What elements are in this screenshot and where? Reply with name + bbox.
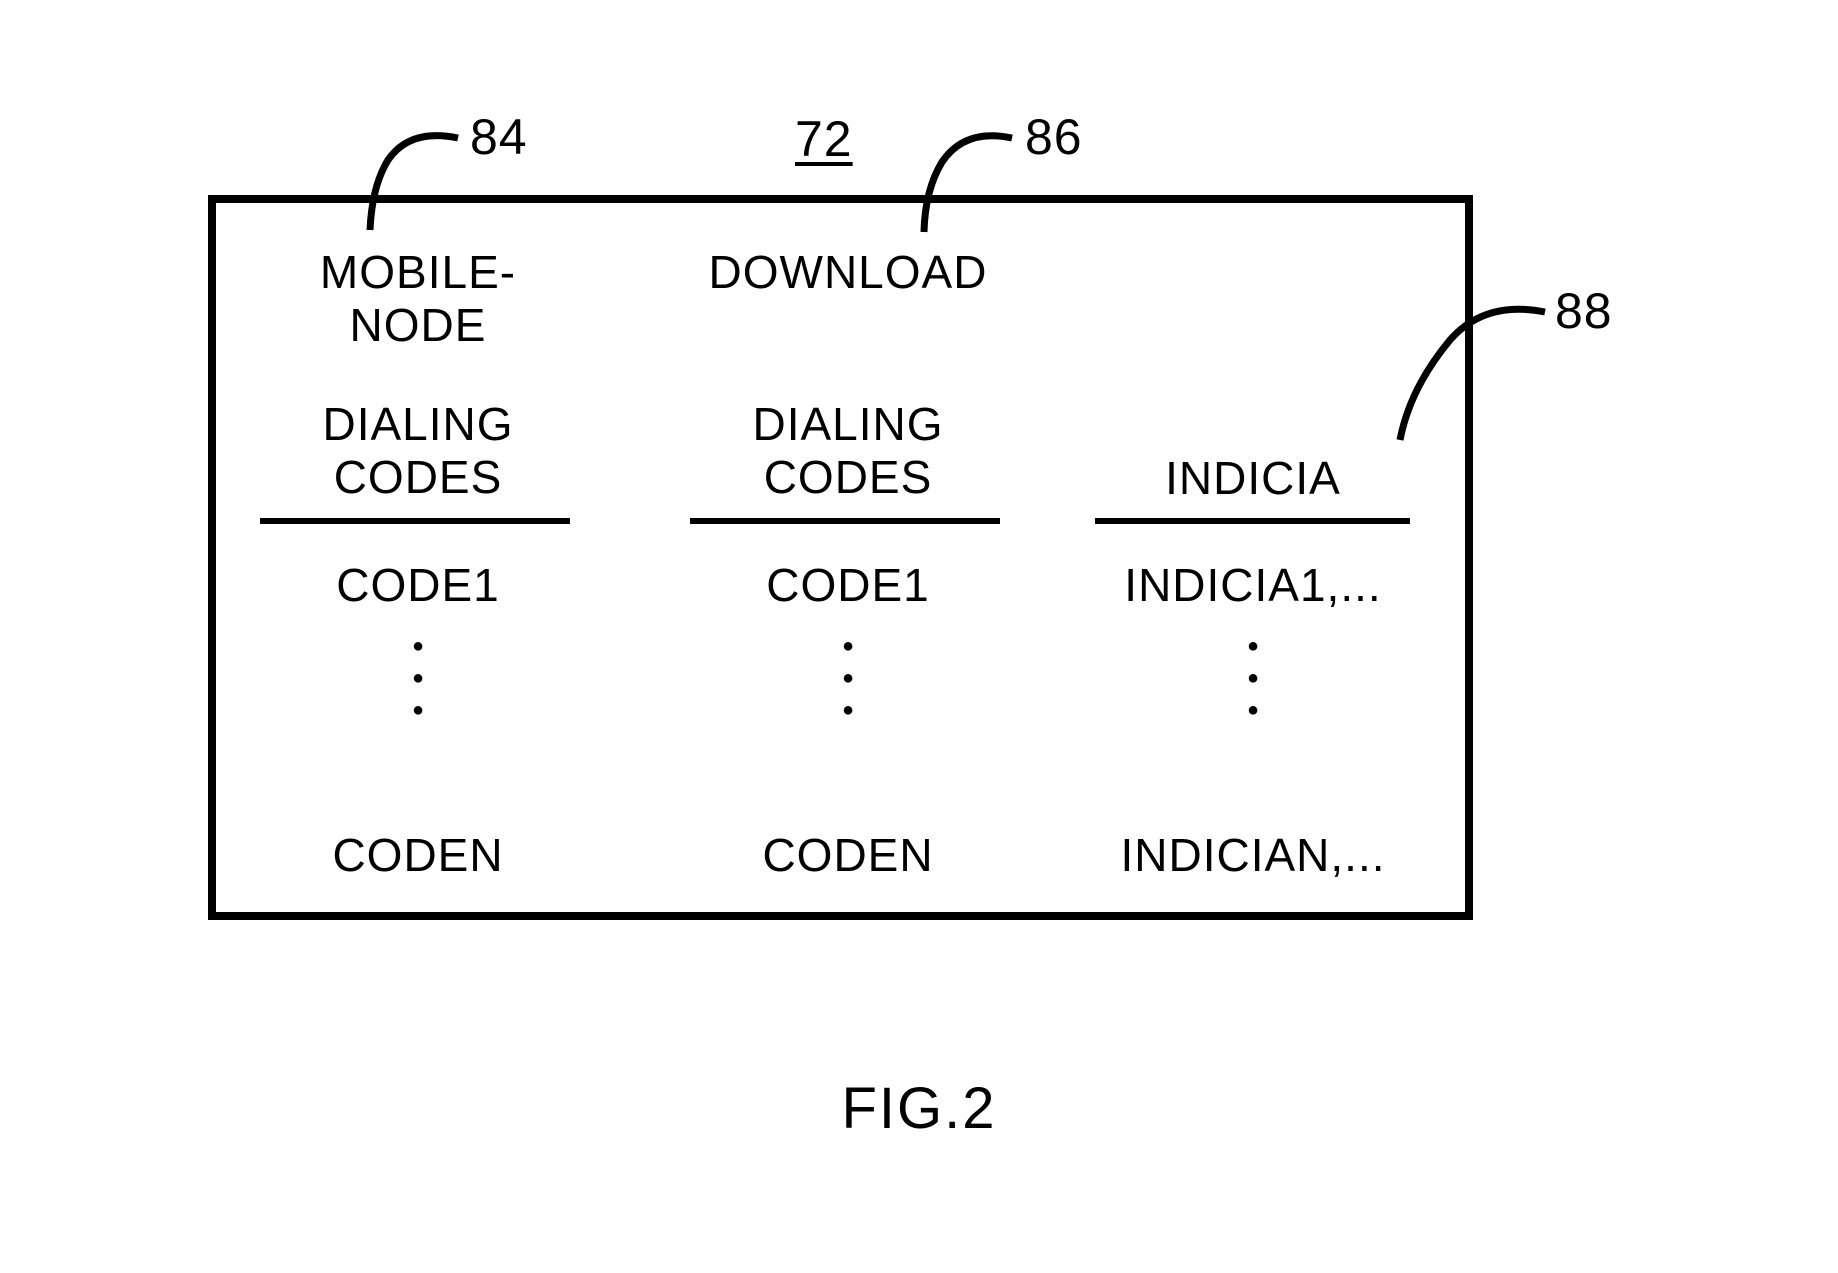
col1-row1: CODE1	[258, 558, 578, 612]
col2-row1: CODE1	[688, 558, 1008, 612]
figure-stage: { "figure": { "caption": "FIG.2", "capti…	[0, 0, 1838, 1273]
col3-vdots: ●●●	[1093, 630, 1413, 726]
col1-underline	[260, 518, 570, 524]
col2-vdots: ●●●	[688, 630, 1008, 726]
col2-underline	[690, 518, 1000, 524]
col3-row1: INDICIA1,...	[1093, 558, 1413, 612]
col3-header: INDICIA	[1093, 452, 1413, 505]
col1-top-label: MOBILE- NODE	[258, 246, 578, 352]
col1-vdots: ●●●	[258, 630, 578, 726]
col3-rowN: INDICIAN,...	[1075, 828, 1431, 882]
col3-underline	[1095, 518, 1410, 524]
col2-rowN: CODEN	[688, 828, 1008, 882]
col1-header: DIALING CODES	[258, 398, 578, 504]
col2-top-label: DOWNLOAD	[668, 246, 1028, 299]
figure-caption: FIG.2	[0, 1075, 1838, 1142]
figure-caption-text: FIG.2	[841, 1076, 996, 1141]
col1-rowN: CODEN	[258, 828, 578, 882]
col2-header: DIALING CODES	[688, 398, 1008, 504]
